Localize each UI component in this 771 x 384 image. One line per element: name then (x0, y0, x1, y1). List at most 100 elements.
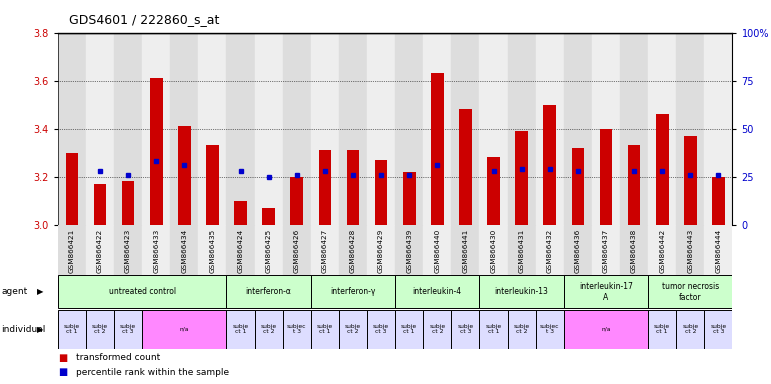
Text: ■: ■ (58, 353, 67, 363)
Bar (676, 225, 705, 275)
Text: subje
ct 1: subje ct 1 (654, 324, 670, 334)
Bar (86, 225, 114, 275)
Bar (178, 126, 190, 225)
Bar (227, 225, 254, 275)
Text: subje
ct 2: subje ct 2 (92, 324, 108, 334)
Text: GSM866441: GSM866441 (463, 228, 469, 273)
Bar (86, 310, 114, 349)
Text: GSM866426: GSM866426 (294, 228, 300, 273)
Text: transformed count: transformed count (76, 353, 160, 362)
Bar (656, 114, 668, 225)
Text: GDS4601 / 222860_s_at: GDS4601 / 222860_s_at (69, 13, 220, 26)
Text: subje
ct 1: subje ct 1 (233, 324, 248, 334)
Bar (142, 33, 170, 225)
Bar (262, 208, 275, 225)
Bar (403, 172, 416, 225)
Bar (198, 33, 227, 225)
Text: subje
ct 1: subje ct 1 (486, 324, 502, 334)
Bar (150, 78, 163, 225)
Bar (311, 310, 339, 349)
Text: GSM866429: GSM866429 (378, 228, 384, 273)
Text: subje
ct 3: subje ct 3 (710, 324, 726, 334)
Bar (564, 275, 648, 308)
Bar (423, 310, 451, 349)
Bar (395, 275, 480, 308)
Bar (142, 310, 227, 349)
Bar (648, 275, 732, 308)
Text: GSM866437: GSM866437 (603, 228, 609, 273)
Text: GSM866421: GSM866421 (69, 228, 75, 273)
Text: interleukin-13: interleukin-13 (495, 287, 549, 296)
Bar (648, 225, 676, 275)
Bar (536, 225, 564, 275)
Text: ▶: ▶ (37, 325, 43, 334)
Bar (620, 225, 648, 275)
Bar (507, 225, 536, 275)
Bar (684, 136, 697, 225)
Text: subje
ct 2: subje ct 2 (682, 324, 699, 334)
Text: subje
ct 2: subje ct 2 (345, 324, 361, 334)
Bar (592, 33, 620, 225)
Text: interleukin-4: interleukin-4 (412, 287, 462, 296)
Bar (676, 310, 705, 349)
Bar (122, 182, 134, 225)
Text: subje
ct 1: subje ct 1 (317, 324, 333, 334)
Bar (507, 33, 536, 225)
Text: individual: individual (2, 325, 46, 334)
Bar (480, 33, 507, 225)
Text: GSM866423: GSM866423 (125, 228, 131, 273)
Text: subje
ct 3: subje ct 3 (120, 324, 136, 334)
Bar (198, 225, 227, 275)
Bar (515, 131, 528, 225)
Text: interferon-α: interferon-α (246, 287, 291, 296)
Bar (227, 310, 254, 349)
Bar (536, 310, 564, 349)
Bar (58, 310, 86, 349)
Bar (114, 33, 142, 225)
Text: interleukin-17
A: interleukin-17 A (579, 282, 633, 301)
Text: GSM866430: GSM866430 (490, 228, 497, 273)
Bar (311, 33, 339, 225)
Text: subje
ct 3: subje ct 3 (373, 324, 389, 334)
Text: subjec
t 3: subjec t 3 (540, 324, 560, 334)
Text: agent: agent (2, 287, 28, 296)
Bar (712, 177, 725, 225)
Bar (705, 225, 732, 275)
Text: interferon-γ: interferon-γ (330, 287, 375, 296)
Bar (283, 310, 311, 349)
Bar (347, 150, 359, 225)
Bar (648, 33, 676, 225)
Bar (451, 33, 480, 225)
Text: GSM866422: GSM866422 (97, 228, 103, 273)
Bar (311, 225, 339, 275)
Text: subje
ct 3: subje ct 3 (457, 324, 473, 334)
Bar (536, 33, 564, 225)
Bar (375, 160, 387, 225)
Bar (114, 310, 142, 349)
Text: GSM866439: GSM866439 (406, 228, 412, 273)
Bar (705, 33, 732, 225)
Bar (423, 33, 451, 225)
Bar (564, 33, 592, 225)
Text: GSM866434: GSM866434 (181, 228, 187, 273)
Bar (395, 33, 423, 225)
Bar (339, 225, 367, 275)
Text: GSM866427: GSM866427 (322, 228, 328, 273)
Text: GSM866436: GSM866436 (575, 228, 581, 273)
Bar (339, 33, 367, 225)
Bar (431, 73, 443, 225)
Text: GSM866435: GSM866435 (210, 228, 215, 273)
Bar (114, 225, 142, 275)
Bar (367, 225, 395, 275)
Text: GSM866432: GSM866432 (547, 228, 553, 273)
Bar (564, 310, 648, 349)
Bar (283, 225, 311, 275)
Bar (93, 184, 106, 225)
Bar (291, 177, 303, 225)
Text: tumor necrosis
factor: tumor necrosis factor (662, 282, 719, 301)
Text: GSM866438: GSM866438 (631, 228, 637, 273)
Text: GSM866425: GSM866425 (266, 228, 271, 273)
Bar (395, 225, 423, 275)
Bar (395, 310, 423, 349)
Text: ▶: ▶ (37, 287, 43, 296)
